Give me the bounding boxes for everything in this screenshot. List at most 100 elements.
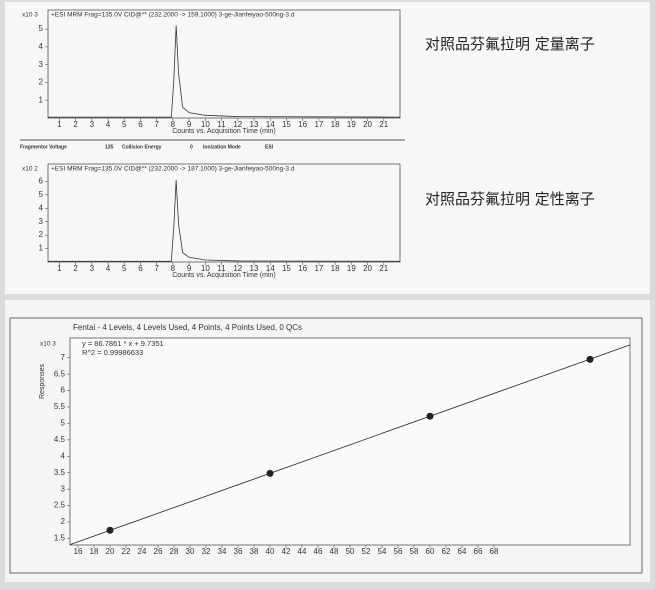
x-tick-label: 21 bbox=[379, 264, 388, 273]
point bbox=[426, 412, 434, 420]
x-tick-label: 10 bbox=[201, 264, 210, 273]
x-tick-label: 17 bbox=[314, 264, 323, 273]
plot-area bbox=[47, 9, 401, 119]
point bbox=[266, 469, 274, 477]
x-tick-label: 5 bbox=[122, 120, 127, 129]
fit-line bbox=[69, 344, 631, 546]
chromatogram-line bbox=[48, 25, 401, 118]
x-tick-label: 20 bbox=[363, 120, 372, 129]
y-tick-label: 3 bbox=[39, 217, 44, 226]
y-tick-label: 1 bbox=[39, 95, 44, 104]
x-tick-label: 48 bbox=[330, 547, 339, 556]
x-tick-label: 14 bbox=[266, 264, 275, 273]
y-tick-label: 4 bbox=[39, 42, 44, 51]
x-tick-label: 19 bbox=[347, 120, 356, 129]
x-tick-label: 28 bbox=[170, 547, 179, 556]
info-text: 0 bbox=[190, 144, 193, 150]
x-tick-label: 3 bbox=[90, 120, 95, 129]
y-tick-label: 2 bbox=[39, 230, 44, 239]
x-tick-label: 60 bbox=[426, 547, 435, 556]
y-tick-label: 3.5 bbox=[54, 468, 66, 477]
plot-area bbox=[47, 163, 401, 263]
x-tick-label: 16 bbox=[298, 120, 307, 129]
x-tick-label: 12 bbox=[233, 120, 242, 129]
x-tick-label: 16 bbox=[298, 264, 307, 273]
x-tick-label: 10 bbox=[201, 120, 210, 129]
x-tick-label: 5 bbox=[122, 264, 127, 273]
x-tick-label: 52 bbox=[362, 547, 371, 556]
x-tick-label: 62 bbox=[442, 547, 451, 556]
point bbox=[106, 526, 114, 534]
y-tick-label: 2 bbox=[39, 78, 44, 87]
x-tick-label: 50 bbox=[346, 547, 355, 556]
point bbox=[586, 355, 594, 363]
chart-title: +ESI MRM Frag=135.0V CID@** (232.2000 ->… bbox=[51, 12, 295, 19]
x-tick-label: 4 bbox=[106, 264, 111, 273]
plot-area bbox=[69, 337, 631, 546]
x-tick-label: 20 bbox=[106, 547, 115, 556]
x-tick-label: 38 bbox=[250, 547, 259, 556]
x-tick-label: 19 bbox=[347, 264, 356, 273]
annotation: 对照品芬氟拉明 定性离子 bbox=[425, 190, 595, 208]
y-tick-label: 2 bbox=[61, 517, 66, 526]
y-tick-label: 2.5 bbox=[54, 501, 66, 510]
info-text: Ionization Mode bbox=[203, 144, 241, 150]
x-tick-label: 2 bbox=[73, 264, 78, 273]
y-scale: x10 3 bbox=[40, 341, 56, 348]
info-text: Collision Energy bbox=[122, 144, 162, 150]
info-text: Fragmentor Voltage bbox=[20, 144, 67, 150]
y-tick-label: 4.5 bbox=[54, 435, 66, 444]
info-text: ESI bbox=[265, 144, 274, 150]
r-squared: R^2 = 0.99986633 bbox=[82, 348, 143, 357]
equation: y = 86.7861 * x + 9.7351 bbox=[82, 339, 164, 348]
x-tick-label: 1 bbox=[57, 264, 62, 273]
y-tick-label: 1.5 bbox=[54, 534, 66, 543]
paper-top bbox=[5, 2, 650, 294]
x-tick-label: 8 bbox=[171, 120, 176, 129]
y-tick-label: 4 bbox=[39, 203, 44, 212]
y-tick-label: 3 bbox=[39, 60, 44, 69]
x-tick-label: 15 bbox=[282, 120, 291, 129]
x-tick-label: 58 bbox=[410, 547, 419, 556]
x-tick-label: 2 bbox=[73, 120, 78, 129]
x-tick-label: 42 bbox=[282, 547, 291, 556]
x-tick-label: 8 bbox=[171, 264, 176, 273]
x-axis-label: Counts vs. Acquisition Time (min) bbox=[172, 128, 275, 135]
y-axis-label: Responses bbox=[39, 363, 46, 399]
x-tick-label: 6 bbox=[138, 120, 143, 129]
x-tick-label: 24 bbox=[138, 547, 147, 556]
x-tick-label: 32 bbox=[202, 547, 211, 556]
x-tick-label: 12 bbox=[233, 264, 242, 273]
x-tick-label: 9 bbox=[187, 264, 192, 273]
y-tick-label: 3 bbox=[61, 484, 66, 493]
x-tick-label: 11 bbox=[217, 120, 226, 129]
x-tick-label: 3 bbox=[90, 264, 95, 273]
info-text: 135 bbox=[105, 144, 114, 150]
x-tick-label: 68 bbox=[490, 547, 499, 556]
y-tick-label: 6 bbox=[39, 176, 44, 185]
y-tick-label: 6.5 bbox=[54, 369, 66, 378]
x-tick-label: 18 bbox=[331, 120, 340, 129]
x-tick-label: 11 bbox=[217, 264, 226, 273]
x-tick-label: 26 bbox=[154, 547, 163, 556]
x-tick-label: 18 bbox=[90, 547, 99, 556]
x-tick-label: 7 bbox=[154, 120, 159, 129]
x-tick-label: 18 bbox=[331, 264, 340, 273]
chart-title: +ESI MRM Frag=135.0V CID@** (232.2000 ->… bbox=[51, 166, 295, 173]
x-tick-label: 17 bbox=[314, 120, 323, 129]
x-tick-label: 21 bbox=[379, 120, 388, 129]
x-tick-label: 7 bbox=[154, 264, 159, 273]
x-tick-label: 66 bbox=[474, 547, 483, 556]
y-tick-label: 4 bbox=[61, 451, 66, 460]
frame bbox=[9, 317, 643, 574]
x-tick-label: 6 bbox=[138, 264, 143, 273]
x-tick-label: 40 bbox=[266, 547, 275, 556]
y-scale: x10 3 bbox=[22, 12, 38, 19]
x-tick-label: 30 bbox=[186, 547, 195, 556]
chart-title: Fentai - 4 Levels, 4 Levels Used, 4 Poin… bbox=[73, 323, 302, 332]
x-tick-label: 16 bbox=[74, 547, 83, 556]
x-tick-label: 64 bbox=[458, 547, 467, 556]
x-tick-label: 34 bbox=[218, 547, 227, 556]
